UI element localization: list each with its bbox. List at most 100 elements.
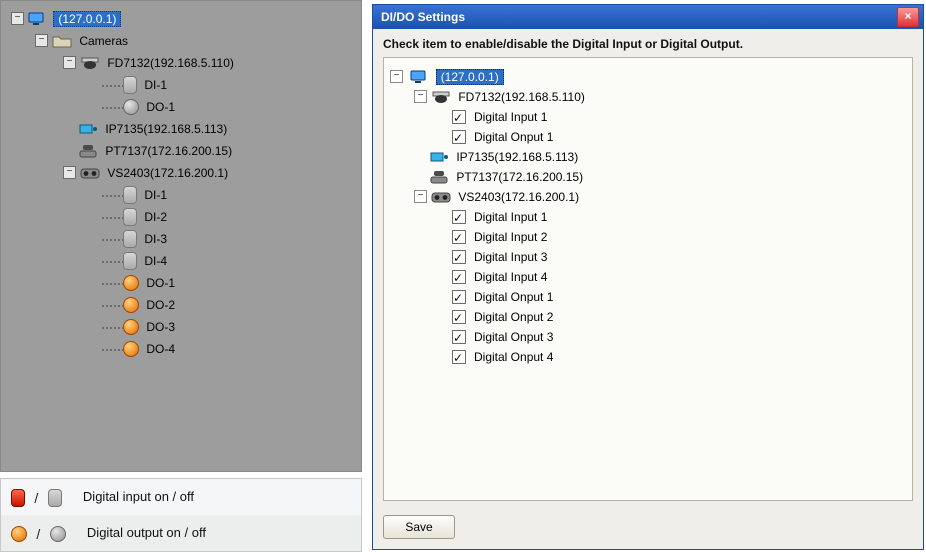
checkbox[interactable] [452, 310, 466, 324]
camera-label: IP7135(192.168.5.113) [105, 122, 227, 136]
tree-camera[interactable]: − VS2403(172.16.200.1) [5, 161, 361, 183]
dlg-io-label: Digital Input 2 [474, 230, 547, 244]
io-label: DI-1 [144, 188, 167, 202]
tree-io[interactable]: DI-3 [5, 227, 361, 249]
dialog-title: DI/DO Settings [381, 10, 897, 24]
dlg-io-item[interactable]: Digital Input 1 [390, 106, 906, 126]
do-on-icon [11, 526, 27, 542]
checkbox[interactable] [452, 130, 466, 144]
dlg-io-item[interactable]: Digital Input 2 [390, 226, 906, 246]
dlg-camera[interactable]: − FD7132(192.168.5.110) [390, 86, 906, 106]
dome-camera-icon [431, 90, 451, 104]
legend-panel: / Digital input on / off / Digital outpu… [0, 478, 362, 552]
tree-io[interactable]: DI-1 [5, 183, 361, 205]
dlg-camera[interactable]: IP7135(192.168.5.113) [390, 146, 906, 166]
tree-io[interactable]: DO-2 [5, 293, 361, 315]
expand-toggle[interactable]: − [414, 190, 427, 203]
dlg-io-label: Digital Input 1 [474, 210, 547, 224]
dlg-io-item[interactable]: Digital Onput 1 [390, 126, 906, 146]
monitor-icon [28, 12, 46, 26]
legend-di-label: Digital input on / off [83, 489, 194, 504]
dialog-titlebar[interactable]: DI/DO Settings × [373, 5, 923, 29]
legend-row-di: / Digital input on / off [1, 479, 361, 515]
expand-toggle[interactable]: − [390, 70, 403, 83]
dlg-camera-label: FD7132(192.168.5.110) [458, 90, 585, 104]
di-off-icon [48, 489, 62, 507]
dlg-io-item[interactable]: Digital Input 1 [390, 206, 906, 226]
close-icon[interactable]: × [897, 7, 919, 27]
camera-label: FD7132(192.168.5.110) [107, 56, 234, 70]
folder-icon [52, 34, 72, 48]
ptz-camera-icon [429, 170, 449, 184]
tree-io[interactable]: DI-1 [5, 73, 361, 95]
checkbox[interactable] [452, 270, 466, 284]
tree-camera[interactable]: PT7137(172.16.200.15) [5, 139, 361, 161]
io-label: DO-3 [146, 320, 175, 334]
io-label: DI-3 [144, 232, 167, 246]
checkbox[interactable] [452, 230, 466, 244]
checkbox[interactable] [452, 110, 466, 124]
checkbox[interactable] [452, 350, 466, 364]
tree-io[interactable]: DO-1 [5, 271, 361, 293]
dlg-io-label: Digital Onput 1 [474, 290, 553, 304]
dlg-root-label: (127.0.0.1) [436, 69, 504, 85]
monitor-icon [410, 70, 428, 84]
io-label: DI-1 [144, 78, 167, 92]
dlg-io-label: Digital Input 1 [474, 110, 547, 124]
checkbox[interactable] [452, 290, 466, 304]
dlg-io-item[interactable]: Digital Input 4 [390, 266, 906, 286]
folder-label: Cameras [79, 34, 128, 48]
di-icon [123, 208, 137, 226]
expand-toggle[interactable]: − [11, 12, 24, 25]
di-on-icon [11, 489, 25, 507]
tree-io[interactable]: DO-1 [5, 95, 361, 117]
expand-toggle[interactable]: − [35, 34, 48, 47]
tree-camera[interactable]: − FD7132(192.168.5.110) [5, 51, 361, 73]
tree-camera[interactable]: IP7135(192.168.5.113) [5, 117, 361, 139]
expand-toggle[interactable]: − [63, 166, 76, 179]
dome-camera-icon [80, 56, 100, 70]
checkbox[interactable] [452, 250, 466, 264]
do-off-icon [50, 526, 66, 542]
video-server-icon [80, 166, 100, 180]
dlg-camera[interactable]: PT7137(172.16.200.15) [390, 166, 906, 186]
do-on-icon [123, 319, 139, 335]
do-on-icon [123, 297, 139, 313]
dlg-camera-label: PT7137(172.16.200.15) [456, 170, 583, 184]
do-on-icon [123, 275, 139, 291]
expand-toggle[interactable]: − [414, 90, 427, 103]
tree-root[interactable]: − (127.0.0.1) [5, 7, 361, 29]
legend-do-label: Digital output on / off [87, 525, 206, 540]
dlg-io-label: Digital Input 4 [474, 270, 547, 284]
dlg-io-label: Digital Onput 4 [474, 350, 553, 364]
save-button[interactable]: Save [383, 515, 455, 539]
tree-io[interactable]: DI-2 [5, 205, 361, 227]
tree-folder[interactable]: − Cameras [5, 29, 361, 51]
tree-io[interactable]: DO-4 [5, 337, 361, 359]
tree-io[interactable]: DI-4 [5, 249, 361, 271]
tree-io[interactable]: DO-3 [5, 315, 361, 337]
dlg-io-item[interactable]: Digital Onput 2 [390, 306, 906, 326]
dlg-camera-label: IP7135(192.168.5.113) [456, 150, 578, 164]
checkbox[interactable] [452, 330, 466, 344]
device-tree-panel: − (127.0.0.1)− Cameras− FD7132(192.168.5… [0, 0, 362, 472]
io-label: DO-4 [146, 342, 175, 356]
dlg-io-item[interactable]: Digital Input 3 [390, 246, 906, 266]
dlg-camera-label: VS2403(172.16.200.1) [458, 190, 579, 204]
io-label: DO-1 [146, 276, 175, 290]
expand-toggle[interactable]: − [63, 56, 76, 69]
camera-label: PT7137(172.16.200.15) [105, 144, 232, 158]
dlg-io-item[interactable]: Digital Onput 3 [390, 326, 906, 346]
camera-label: VS2403(172.16.200.1) [107, 166, 228, 180]
io-label: DO-1 [146, 100, 175, 114]
checkbox[interactable] [452, 210, 466, 224]
legend-row-do: / Digital output on / off [1, 515, 361, 551]
dlg-io-label: Digital Onput 2 [474, 310, 553, 324]
dlg-camera[interactable]: − VS2403(172.16.200.1) [390, 186, 906, 206]
dlg-root[interactable]: − (127.0.0.1) [390, 66, 906, 86]
dlg-io-item[interactable]: Digital Onput 4 [390, 346, 906, 366]
dlg-io-label: Digital Input 3 [474, 250, 547, 264]
dlg-io-item[interactable]: Digital Onput 1 [390, 286, 906, 306]
box-camera-icon [429, 150, 449, 164]
box-camera-icon [78, 122, 98, 136]
